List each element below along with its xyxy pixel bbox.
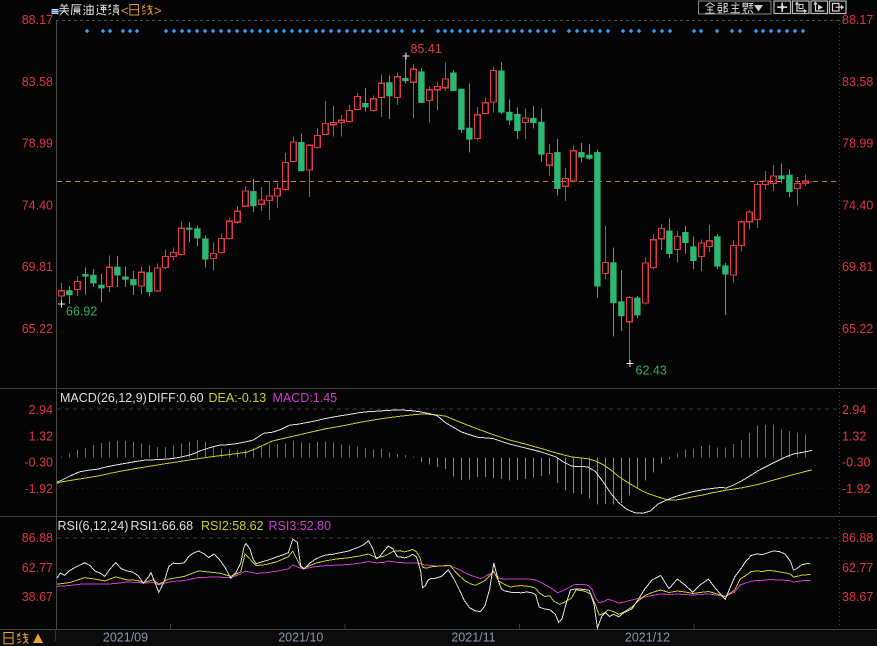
svg-text:74.40: 74.40	[22, 198, 53, 212]
svg-text:2021/11: 2021/11	[451, 631, 495, 645]
svg-text:>: >	[154, 3, 162, 18]
svg-text:78.99: 78.99	[842, 137, 873, 151]
svg-text:1.32: 1.32	[29, 430, 53, 444]
svg-text:66.92: 66.92	[66, 305, 97, 319]
svg-text:65.22: 65.22	[842, 322, 873, 336]
svg-text:74.40: 74.40	[842, 198, 873, 212]
svg-text:62.43: 62.43	[636, 364, 667, 378]
svg-text:2.94: 2.94	[842, 403, 866, 417]
svg-text:78.99: 78.99	[22, 137, 53, 151]
svg-text:65.22: 65.22	[22, 322, 53, 336]
svg-text:85.41: 85.41	[411, 42, 442, 56]
svg-text:2021/12: 2021/12	[625, 631, 670, 645]
svg-text:2021/10: 2021/10	[278, 631, 323, 645]
svg-text:83.58: 83.58	[22, 75, 53, 89]
svg-text:86.88: 86.88	[842, 531, 873, 545]
svg-text:2021/09: 2021/09	[103, 631, 148, 645]
svg-text:62.77: 62.77	[22, 561, 53, 575]
svg-text:88.17: 88.17	[22, 13, 53, 27]
svg-text:62.77: 62.77	[842, 561, 873, 575]
svg-text:-1.92: -1.92	[842, 482, 871, 496]
svg-text:1.32: 1.32	[842, 430, 866, 444]
svg-text:<: <	[121, 3, 129, 18]
svg-text:86.88: 86.88	[22, 531, 53, 545]
svg-text:69.81: 69.81	[22, 260, 53, 274]
svg-text:38.67: 38.67	[842, 590, 873, 604]
svg-text:2.94: 2.94	[29, 403, 53, 417]
svg-text:83.58: 83.58	[842, 75, 873, 89]
svg-text:38.67: 38.67	[22, 590, 53, 604]
svg-text:-0.30: -0.30	[25, 456, 54, 470]
svg-text:88.17: 88.17	[842, 13, 873, 27]
svg-text:-0.30: -0.30	[842, 456, 871, 470]
svg-text:-1.92: -1.92	[25, 482, 54, 496]
svg-text:69.81: 69.81	[842, 260, 873, 274]
